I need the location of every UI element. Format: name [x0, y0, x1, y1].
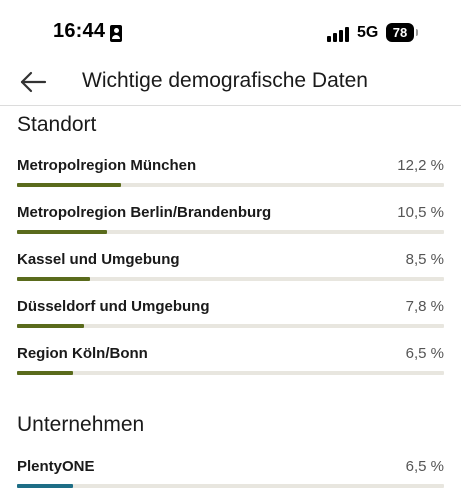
- progress-fill: [17, 183, 122, 187]
- list-item[interactable]: Düsseldorf und Umgebung 7,8 %: [17, 298, 444, 338]
- item-value: 12,2 %: [397, 157, 444, 174]
- progress-fill: [17, 230, 107, 234]
- list-item[interactable]: Metropolregion Berlin/Brandenburg 10,5 %: [17, 204, 444, 244]
- progress-track: [17, 183, 444, 187]
- battery-tip: [416, 29, 418, 36]
- section-title-location: Standort: [17, 113, 97, 136]
- id-card-icon: [110, 25, 122, 42]
- network-type: 5G: [357, 24, 379, 41]
- progress-track: [17, 371, 444, 375]
- progress-track: [17, 324, 444, 328]
- back-button[interactable]: [18, 66, 50, 98]
- list-item[interactable]: PlentyONE 6,5 %: [17, 458, 444, 498]
- item-value: 7,8 %: [405, 298, 444, 315]
- item-value: 6,5 %: [405, 345, 444, 362]
- progress-fill: [17, 324, 84, 328]
- item-label: Region Köln/Bonn: [17, 345, 148, 362]
- battery-level: 78: [392, 25, 408, 40]
- item-label: Metropolregion München: [17, 157, 197, 174]
- progress-fill: [17, 371, 73, 375]
- item-label: Metropolregion Berlin/Brandenburg: [17, 204, 272, 221]
- item-label: Kassel und Umgebung: [17, 251, 180, 268]
- progress-fill: [17, 277, 90, 281]
- status-bar: 16:44 5G 78: [0, 0, 461, 62]
- status-time: 16:44: [53, 20, 106, 42]
- page-title: Wichtige demografische Daten: [82, 69, 368, 92]
- signal-bars-icon: [327, 26, 351, 42]
- item-value: 6,5 %: [405, 458, 444, 475]
- progress-fill: [17, 484, 73, 488]
- section-title-company: Unternehmen: [17, 413, 145, 436]
- item-label: Düsseldorf und Umgebung: [17, 298, 210, 315]
- list-item[interactable]: Region Köln/Bonn 6,5 %: [17, 345, 444, 385]
- item-value: 10,5 %: [397, 204, 444, 221]
- header: Wichtige demografische Daten: [0, 62, 461, 106]
- list-item[interactable]: Kassel und Umgebung 8,5 %: [17, 251, 444, 291]
- progress-track: [17, 230, 444, 234]
- progress-track: [17, 277, 444, 281]
- list-item[interactable]: Metropolregion München 12,2 %: [17, 157, 444, 197]
- battery-icon: 78: [386, 23, 414, 42]
- progress-track: [17, 484, 444, 488]
- arrow-left-icon: [20, 71, 47, 93]
- item-value: 8,5 %: [405, 251, 444, 268]
- item-label: PlentyONE: [17, 458, 95, 475]
